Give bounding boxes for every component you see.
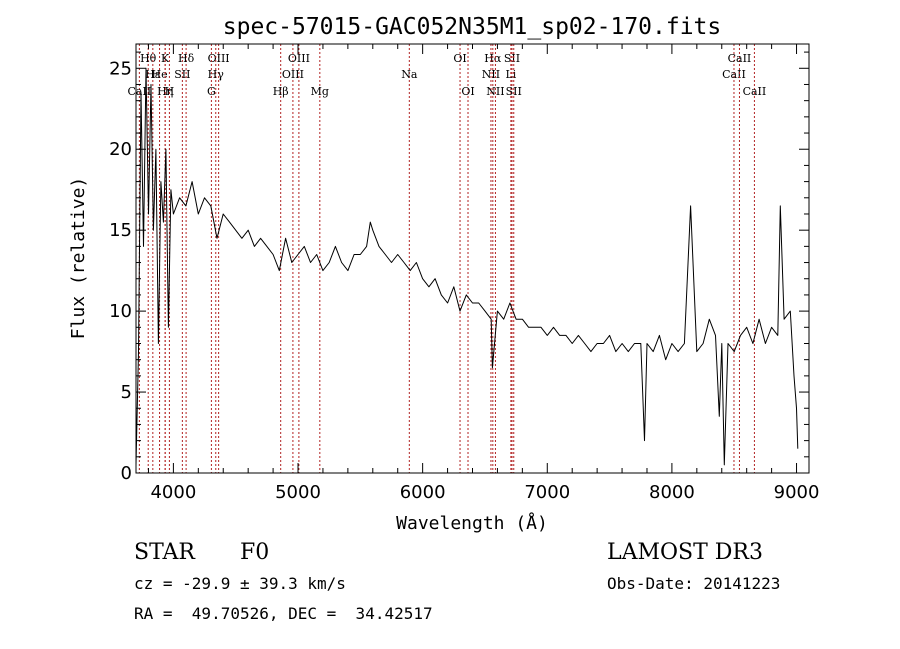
- x-tick-label: 9000: [774, 482, 820, 503]
- coordinates: RA = 49.70526, DEC = 34.42517: [134, 604, 433, 623]
- redshift-velocity: cz = -29.9 ± 39.3 km/s: [134, 574, 346, 593]
- x-tick-label: 8000: [649, 482, 695, 503]
- line-label-15: Mg: [311, 85, 329, 98]
- line-label-17: OI: [453, 52, 466, 65]
- line-label-22: SII: [504, 52, 520, 65]
- x-tick-label: 6000: [400, 482, 446, 503]
- series-spectrum: [135, 67, 799, 466]
- x-tick-label: 4000: [150, 482, 196, 503]
- line-label-25: CaII: [722, 68, 746, 81]
- line-label-20: NII: [482, 68, 500, 81]
- line-label-0: Hθ: [140, 52, 157, 65]
- line-label-13: OIII: [282, 68, 304, 81]
- line-label-21: NII: [486, 85, 504, 98]
- line-label-14: OIII: [288, 52, 310, 65]
- observation-date: Obs-Date: 20141223: [607, 574, 781, 593]
- y-tick-label: 15: [109, 220, 132, 241]
- x-tick-label: 7000: [524, 482, 570, 503]
- survey-name: LAMOST DR3: [607, 540, 763, 565]
- line-label-6: H: [165, 85, 175, 98]
- line-label-19: Hα: [484, 52, 502, 65]
- line-label-16: Na: [401, 68, 418, 81]
- line-label-7: SII: [174, 68, 190, 81]
- y-tick-label: 25: [109, 58, 132, 79]
- y-tick-label: 0: [121, 463, 132, 484]
- line-label-2: Hε: [145, 68, 161, 81]
- line-label-18: OI: [461, 85, 474, 98]
- line-label-24: SII: [506, 85, 522, 98]
- y-axis-label: Flux (relative): [68, 177, 89, 340]
- x-tick-label: 5000: [275, 482, 321, 503]
- x-axis-label: Wavelength (Å): [396, 512, 548, 534]
- y-tick-label: 5: [121, 382, 132, 403]
- y-tick-label: 20: [109, 139, 132, 160]
- line-label-10: Hγ: [208, 68, 225, 81]
- object-subclass: F0: [240, 540, 270, 565]
- line-label-26: CaII: [728, 52, 752, 65]
- line-label-3: He: [152, 68, 168, 81]
- line-label-5: K: [161, 52, 170, 65]
- chart-title: spec-57015-GAC052N35M1_sp02-170.fits: [223, 14, 722, 40]
- line-label-8: Hδ: [178, 52, 195, 65]
- line-label-11: G: [207, 85, 216, 98]
- line-label-27: CaII: [743, 85, 767, 98]
- line-label-1: CaII: [128, 85, 152, 98]
- line-label-23: Li: [505, 68, 516, 81]
- line-label-9: OIII: [208, 52, 230, 65]
- plot-frame: [135, 43, 810, 474]
- line-label-12: Hβ: [273, 85, 289, 98]
- object-class: STAR: [134, 540, 195, 565]
- y-tick-label: 10: [109, 301, 132, 322]
